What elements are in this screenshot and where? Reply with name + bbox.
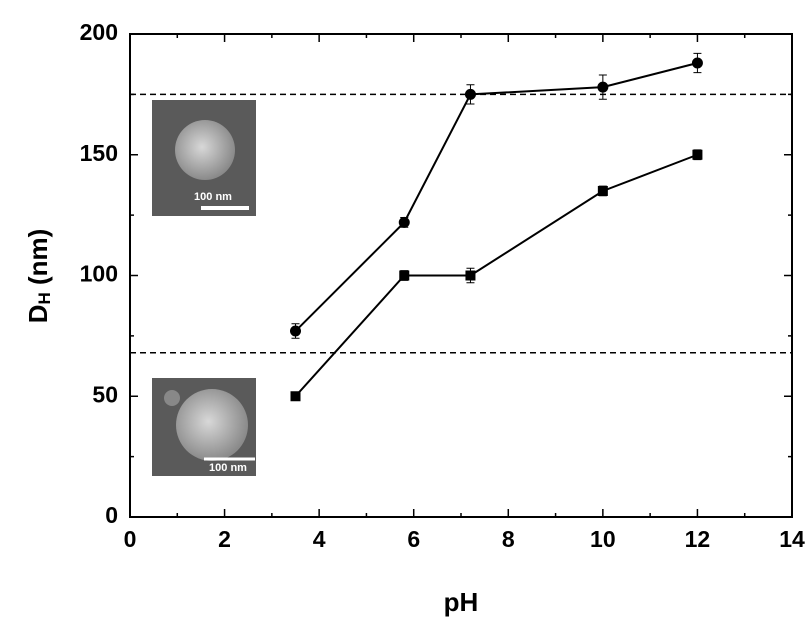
scale-label: 100 nm: [209, 462, 247, 474]
particle: [164, 390, 180, 406]
x-tick-label: 2: [218, 526, 231, 552]
marker: [691, 57, 703, 69]
series-line: [294, 62, 698, 332]
x-axis-label: pH: [444, 587, 479, 617]
particle: [176, 389, 248, 461]
y-label-main: D: [23, 305, 53, 324]
inset-top: 100 nm: [152, 100, 256, 216]
marker: [399, 270, 410, 281]
y-tick-label: 100: [80, 261, 118, 287]
series-line: [294, 153, 698, 397]
x-tick-label: 8: [502, 526, 515, 552]
marker: [290, 325, 301, 337]
inset-bottom: 100 nm: [152, 378, 256, 476]
y-label-unit: (nm): [23, 229, 53, 293]
marker: [465, 270, 476, 281]
marker: [597, 185, 608, 196]
scale-label: 100 nm: [194, 191, 232, 203]
marker: [597, 81, 609, 93]
x-tick-label: 10: [590, 526, 616, 552]
x-tick-label: 0: [124, 526, 137, 552]
y-axis-label: DH (nm): [23, 229, 55, 324]
x-tick-label: 4: [313, 526, 326, 552]
x-tick-label: 12: [685, 526, 711, 552]
y-label-sub: H: [35, 292, 54, 304]
marker: [398, 216, 410, 228]
marker: [692, 149, 703, 160]
x-tick-label: 14: [779, 526, 805, 552]
y-tick-label: 200: [80, 19, 118, 45]
marker: [290, 391, 301, 402]
x-tick-label: 6: [407, 526, 420, 552]
y-tick-label: 50: [92, 381, 118, 407]
particle: [175, 120, 235, 180]
marker: [464, 88, 476, 100]
y-tick-label: 0: [105, 502, 118, 528]
y-tick-label: 150: [80, 140, 118, 166]
